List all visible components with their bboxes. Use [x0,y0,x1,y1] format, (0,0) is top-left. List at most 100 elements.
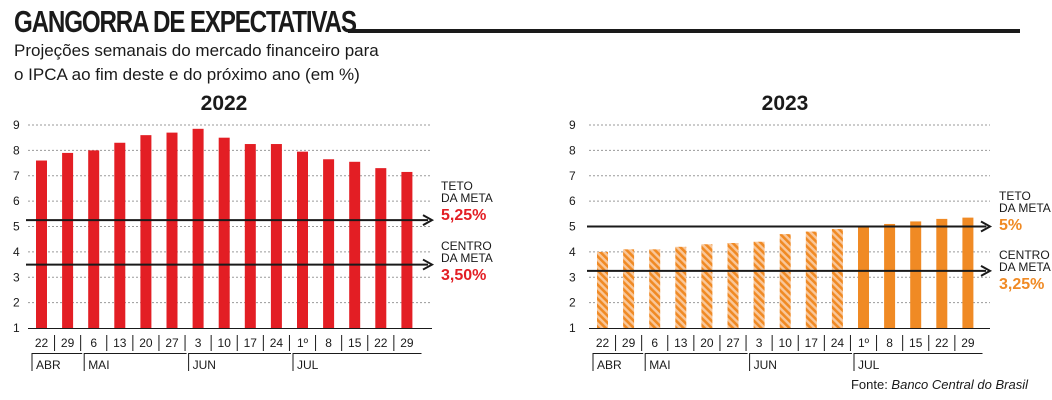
bar [779,234,791,328]
month-label: MAI [88,358,109,372]
x-tick-label: 13 [674,336,688,350]
month-label: JUN [193,358,216,372]
x-tick-label: 27 [726,336,740,350]
bar [623,249,635,328]
month-label: MAI [649,358,670,372]
bar [805,231,817,328]
bar [831,229,843,328]
ref-label-line1: TETO [999,189,1031,203]
source-name: Banco Central do Brasil [891,377,1028,392]
bar [36,160,47,328]
chart-2022: 2022 1 2 3 4 5 6 7 8 9 22 29 6 13 20 27 3 10 17 24 1º 8 15 22 29… [13,92,493,372]
bar [166,132,178,328]
y-tick-label: 6 [13,194,20,208]
x-tick-label: 24 [831,336,845,350]
ref-value: 5,25% [441,207,486,224]
x-tick-label: 27 [165,336,179,350]
bar [297,151,308,328]
month-label: JUL [297,358,319,372]
bar [962,217,974,328]
y-tick-label: 5 [13,220,20,234]
x-tick-label: 29 [400,336,414,350]
y-tick-label: 4 [13,245,20,259]
chart-title: GANGORRA DE EXPECTATIVAS [14,4,357,39]
ref-label-line2: DA META [441,251,493,265]
x-tick-label: 29 [61,336,75,350]
x-tick-label: 20 [139,336,153,350]
source-note: Fonte: Banco Central do Brasil [851,377,1028,392]
x-tick-label: 6 [90,336,97,350]
y-tick-label: 9 [569,118,576,132]
x-tick-label: 6 [651,336,658,350]
arrow-icon [422,258,435,271]
y-tick-label: 5 [569,220,576,234]
x-tick-label: 17 [805,336,819,350]
x-tick-label: 20 [700,336,714,350]
ref-label-line1: TETO [441,179,473,193]
bar [349,161,361,328]
title-rule [348,29,1020,33]
x-tick-label: 1º [297,336,309,350]
bar [114,142,126,328]
bar [270,144,282,328]
y-tick-label: 1 [13,321,20,335]
arrow-icon [422,214,435,227]
x-tick-label: 8 [886,336,893,350]
bar [323,159,335,328]
source-label: Fonte: [850,377,892,392]
x-tick-label: 8 [325,336,332,350]
x-tick-label: 3 [195,336,202,350]
x-tick-label: 17 [244,336,258,350]
bar [244,144,256,328]
x-tick-label: 13 [113,336,127,350]
bar [649,249,661,328]
bar [140,135,152,328]
bar [192,128,204,328]
arrow-icon [980,265,993,277]
subtitle-line-1: Projeções semanais do mercado financeiro… [14,41,379,60]
x-tick-label: 22 [935,336,949,350]
x-tick-label: 24 [270,336,284,350]
x-tick-label: 15 [348,336,362,350]
x-tick-label: 22 [374,336,388,350]
y-tick-label: 1 [569,321,576,335]
bar [597,251,608,328]
subtitle-line-2: o IPCA ao fim deste e do próximo ano (em… [14,65,360,84]
x-tick-label: 22 [596,336,610,350]
bar [727,242,739,328]
ref-label-line2: DA META [999,201,1051,215]
month-label: ABR [597,358,622,372]
bar [675,246,687,328]
ref-value: 3,50% [441,267,486,284]
bar [701,244,713,328]
x-tick-label: 22 [35,336,49,350]
x-tick-label: 1º [858,336,870,350]
bar [88,150,100,328]
month-label: JUN [754,358,777,372]
y-tick-label: 9 [13,118,20,132]
ref-label-line2: DA META [999,260,1051,274]
y-tick-label: 2 [13,296,20,310]
panel-title: 2023 [762,92,809,115]
x-tick-label: 29 [961,336,975,350]
bar [218,137,230,328]
ref-value: 5% [999,217,1022,234]
arrow-icon [980,220,993,233]
y-tick-label: 4 [569,245,576,259]
y-tick-label: 8 [569,143,576,157]
bar [375,168,387,328]
x-tick-label: 15 [909,336,923,350]
bar [884,223,896,328]
x-tick-label: 29 [622,336,636,350]
month-label: JUL [858,358,880,372]
bar [936,218,948,328]
panel-title: 2022 [201,92,248,115]
y-tick-label: 2 [569,296,576,310]
ref-label-line1: CENTRO [441,239,492,253]
y-tick-label: 7 [13,169,20,183]
y-tick-label: 6 [569,194,576,208]
month-label: ABR [36,358,61,372]
y-tick-label: 3 [13,270,20,284]
ref-label-line1: CENTRO [999,248,1050,262]
